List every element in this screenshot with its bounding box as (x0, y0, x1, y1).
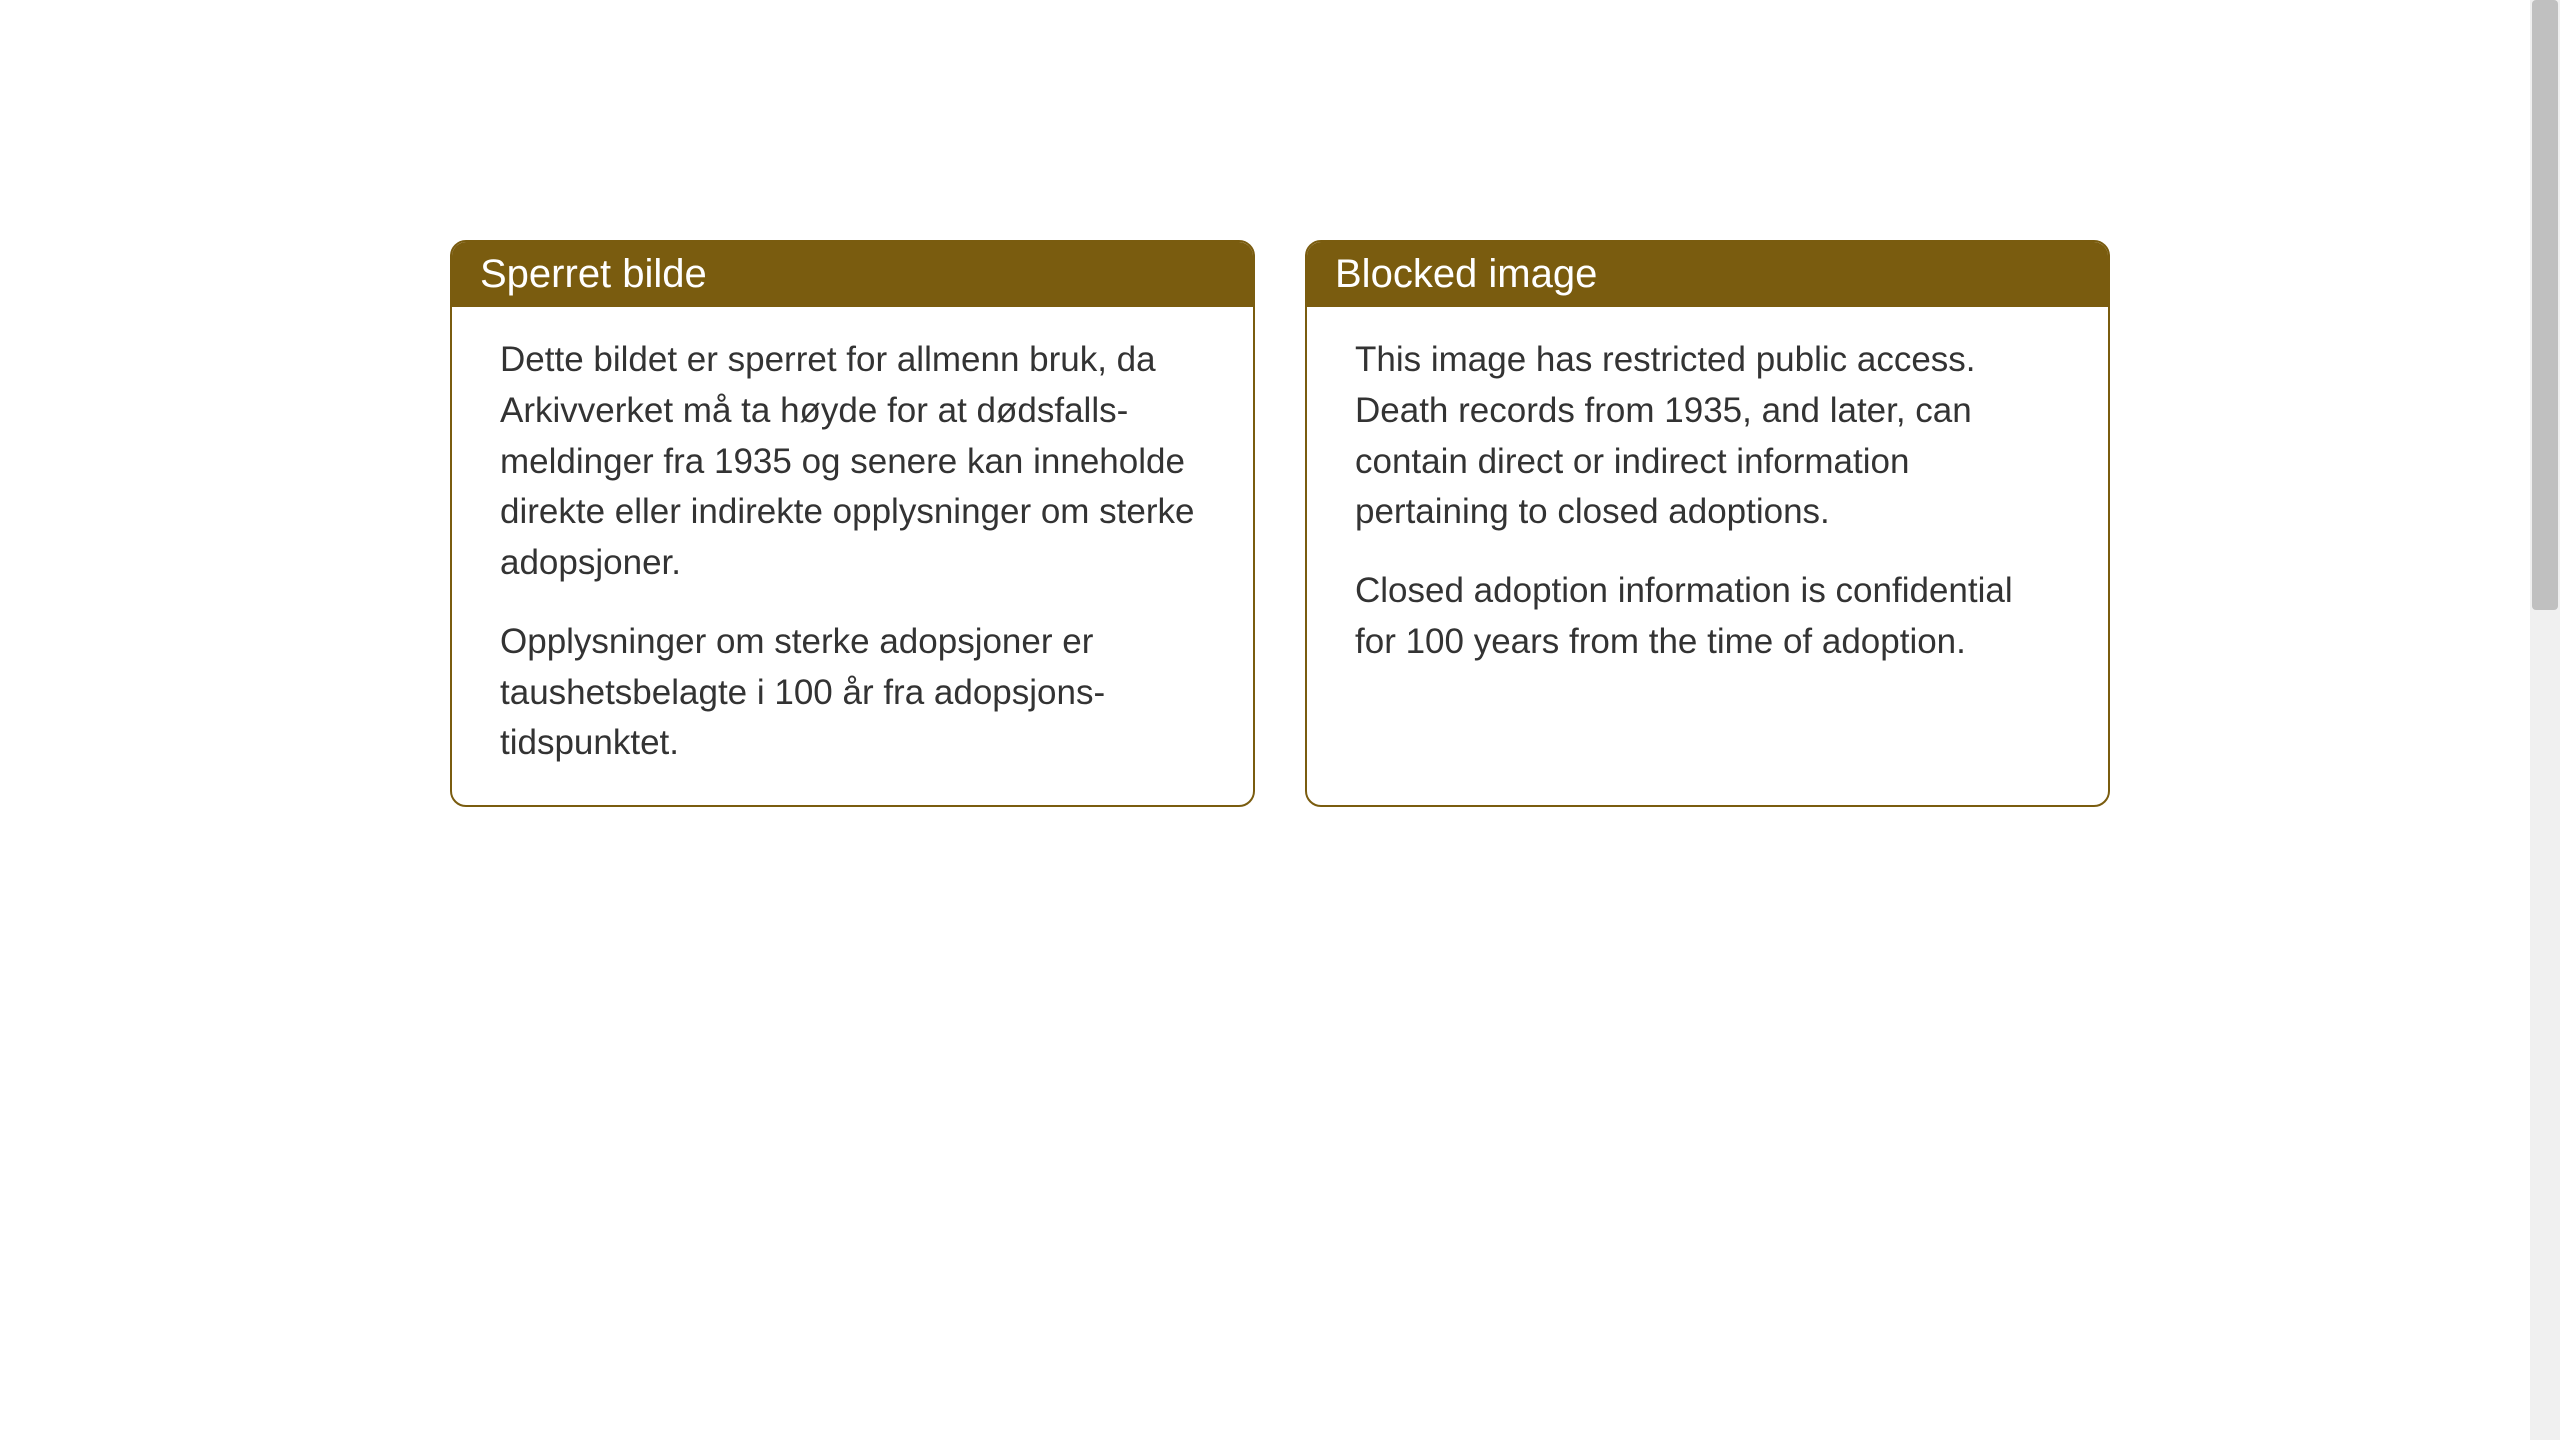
scrollbar-track[interactable] (2530, 0, 2560, 1440)
notice-body-english: This image has restricted public access.… (1307, 307, 2108, 727)
notice-header-norwegian: Sperret bilde (452, 242, 1253, 307)
scrollbar-thumb[interactable] (2532, 0, 2558, 610)
notice-body-norwegian: Dette bildet er sperret for allmenn bruk… (452, 307, 1253, 805)
notice-paragraph-2-norwegian: Opplysninger om sterke adopsjoner er tau… (500, 617, 1205, 769)
notice-title-norwegian: Sperret bilde (480, 252, 707, 296)
notice-paragraph-1-norwegian: Dette bildet er sperret for allmenn bruk… (500, 335, 1205, 589)
notice-container: Sperret bilde Dette bildet er sperret fo… (450, 240, 2110, 807)
notice-paragraph-1-english: This image has restricted public access.… (1355, 335, 2060, 538)
notice-header-english: Blocked image (1307, 242, 2108, 307)
notice-paragraph-2-english: Closed adoption information is confident… (1355, 566, 2060, 668)
notice-title-english: Blocked image (1335, 252, 1597, 296)
notice-card-norwegian: Sperret bilde Dette bildet er sperret fo… (450, 240, 1255, 807)
notice-card-english: Blocked image This image has restricted … (1305, 240, 2110, 807)
